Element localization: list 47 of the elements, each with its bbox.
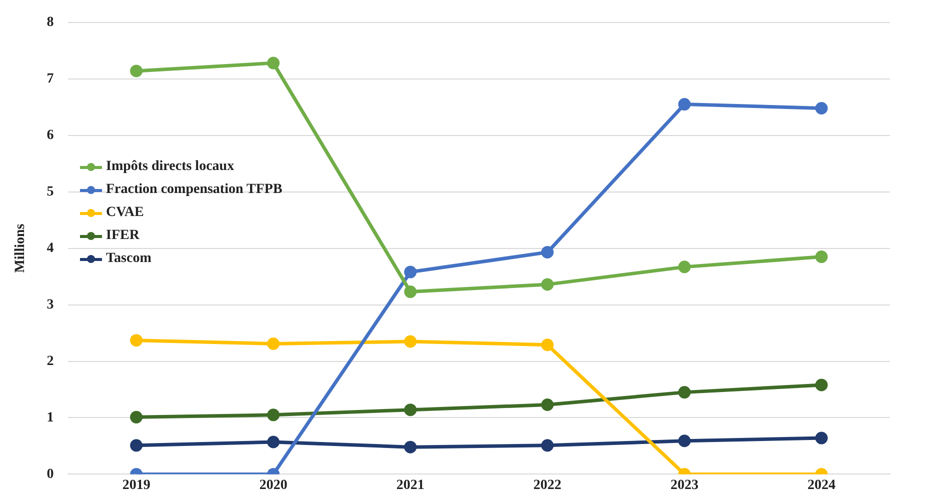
point (541, 398, 554, 411)
point (404, 440, 417, 454)
point (678, 434, 691, 448)
legend-label: Impôts directs locaux (106, 158, 234, 174)
point (267, 408, 280, 422)
y-tick-label: 3 (46, 297, 54, 312)
x-tick-label: 2022 (533, 478, 562, 494)
point (678, 98, 691, 111)
legend-label: Tascom (106, 250, 152, 266)
point (541, 278, 554, 291)
x-tick-label: 2024 (807, 478, 836, 494)
point (541, 439, 554, 452)
point (541, 246, 554, 259)
x-tick-label: 2019 (122, 478, 150, 494)
point (404, 404, 417, 416)
point (130, 410, 143, 424)
point (130, 439, 143, 452)
y-tick-label: 2 (46, 354, 54, 369)
x-tick-label: 2021 (396, 478, 424, 494)
y-tick-label: 6 (46, 128, 54, 143)
legend-label: IFER (106, 228, 140, 244)
x-tick-label: 2023 (670, 478, 698, 494)
y-tick-label: 8 (46, 15, 54, 30)
point (815, 250, 828, 264)
y-axis-title: Millions (13, 223, 28, 273)
y-tick-label: 5 (46, 184, 54, 200)
point (815, 432, 828, 444)
y-tick-label: 1 (46, 410, 54, 426)
x-tick-label: 2020 (259, 478, 288, 494)
point (130, 334, 143, 347)
point (404, 335, 417, 348)
point (678, 260, 691, 274)
y-tick-label: 4 (46, 240, 54, 256)
point (815, 102, 828, 114)
point (130, 64, 143, 78)
point (267, 436, 280, 448)
point (404, 266, 417, 278)
legend-label: CVAE (106, 204, 144, 220)
point (404, 286, 417, 298)
y-tick-label: 0 (46, 466, 54, 482)
y-tick-label: 7 (46, 71, 54, 86)
point (815, 378, 828, 392)
point (267, 56, 280, 70)
point (678, 386, 691, 399)
legend-label: Fraction compensation TFPB (106, 182, 282, 198)
point (541, 338, 554, 352)
point (267, 337, 280, 350)
